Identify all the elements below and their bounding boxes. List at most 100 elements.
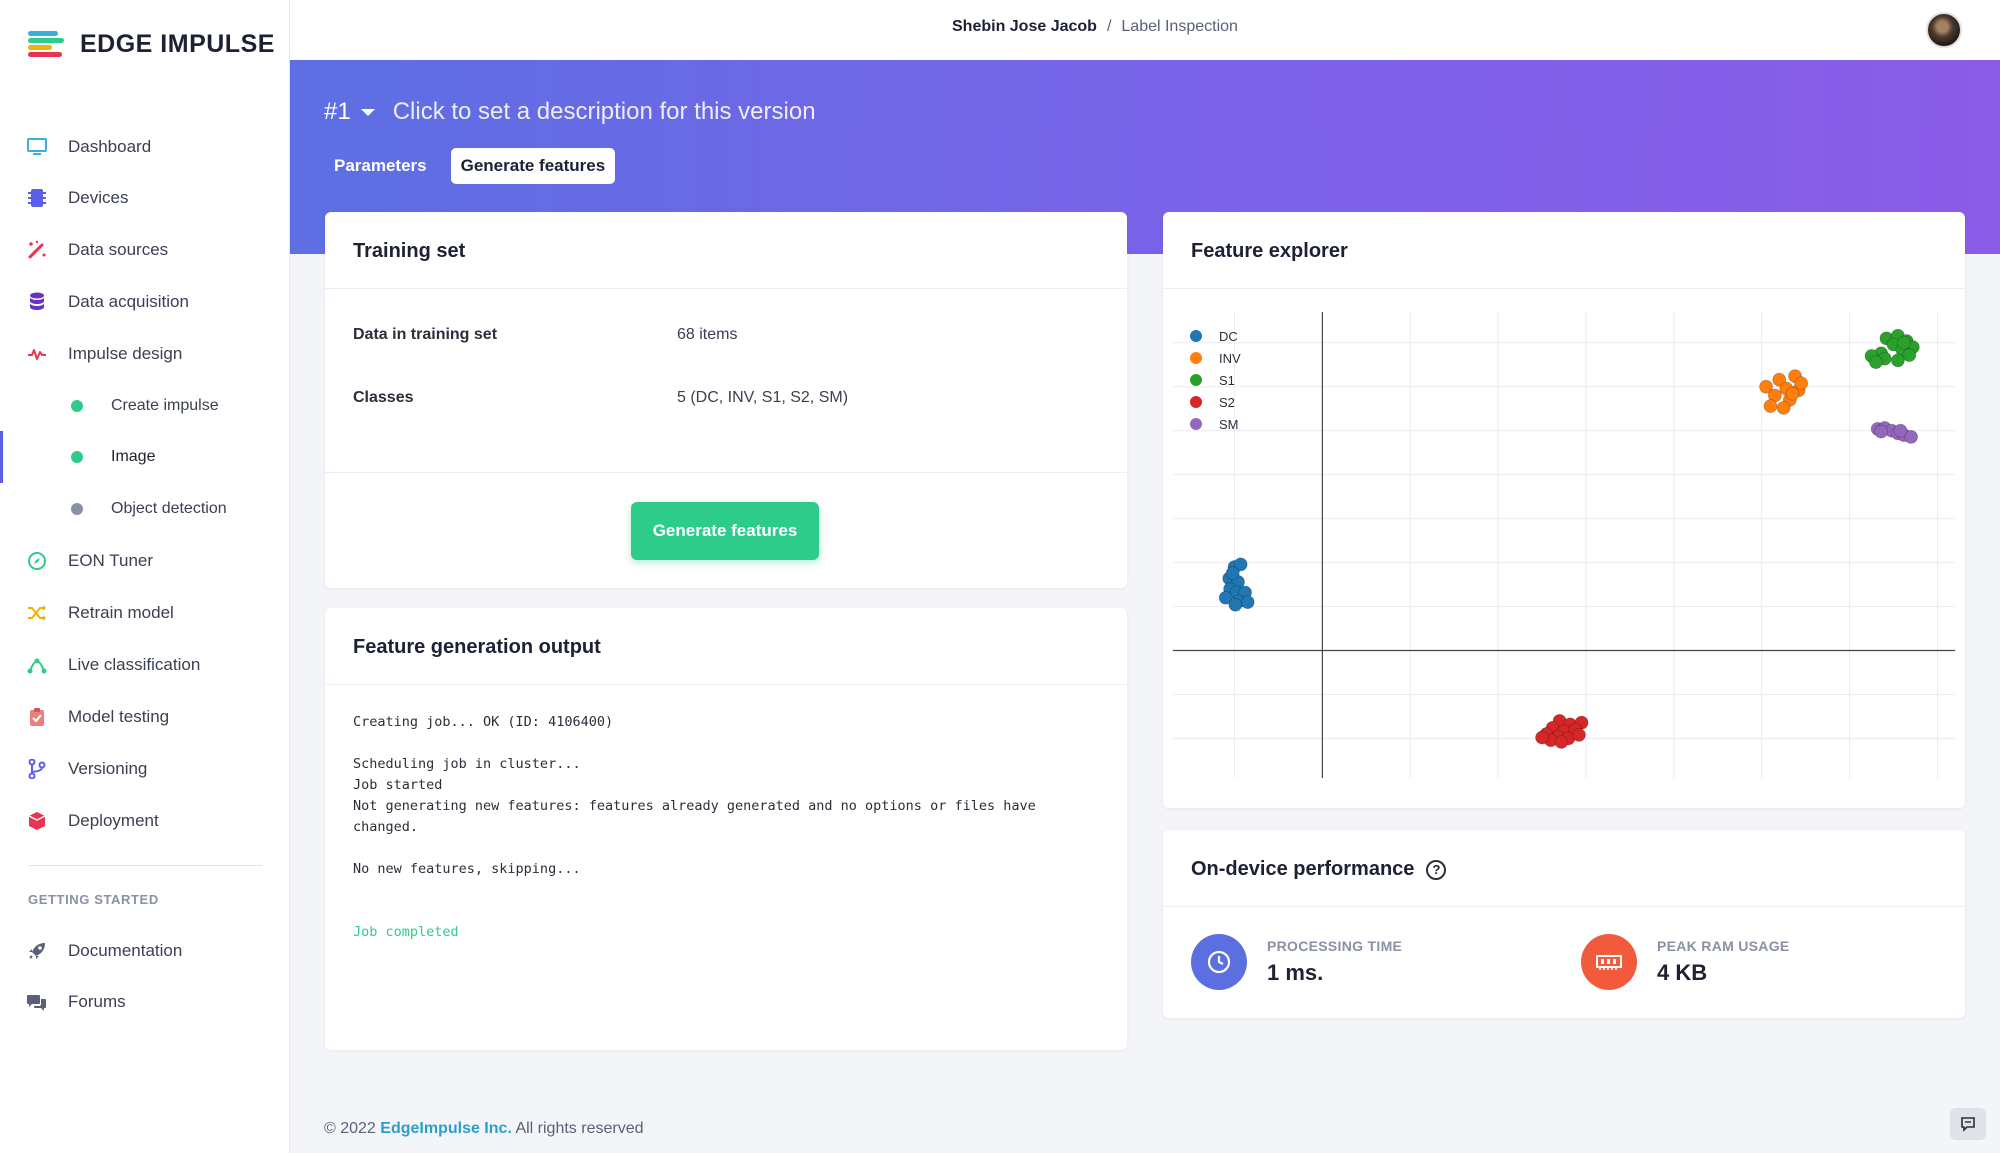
legend-label: INV [1219, 351, 1241, 366]
data-point-s1[interactable] [1902, 348, 1917, 362]
feature-scatter-plot[interactable]: DC INV S1 S2 SM [1163, 302, 1965, 802]
card-title: Feature generation output [353, 636, 601, 658]
breadcrumb-user[interactable]: Shebin Jose Jacob [952, 18, 1097, 35]
data-point-dc[interactable] [1225, 566, 1240, 581]
database-icon [26, 291, 48, 313]
data-point-s1[interactable] [1869, 355, 1883, 370]
legend-label: SM [1219, 417, 1239, 432]
data-point-dc[interactable] [1228, 597, 1243, 612]
rocket-icon [26, 940, 48, 962]
log-line: changed. [353, 819, 419, 835]
feedback-button[interactable] [1950, 1108, 1986, 1140]
sidebar-item-eon-tuner[interactable]: EON Tuner [0, 535, 290, 587]
data-point-s1[interactable] [1890, 353, 1905, 368]
pulse-icon [26, 343, 48, 365]
version-selector: #1 Click to set a description for this v… [324, 98, 816, 126]
data-point-sm[interactable] [1904, 429, 1918, 444]
classes-value: 5 (DC, INV, S1, S2, SM) [677, 389, 849, 406]
data-point-dc[interactable] [1240, 595, 1255, 610]
log-line: Job started [353, 777, 443, 793]
data-point-inv[interactable] [1794, 376, 1809, 391]
sidebar-item-dashboard[interactable]: Dashboard [0, 121, 290, 173]
footer-copyright: © 2022 [324, 1120, 376, 1137]
sidebar-item-versioning[interactable]: Versioning [0, 743, 290, 795]
help-icon[interactable]: ? [1426, 859, 1447, 880]
sidebar-item-live-classification[interactable]: Live classification [0, 639, 290, 691]
data-point-dc[interactable] [1233, 557, 1248, 572]
data-point-dc[interactable] [1218, 590, 1233, 605]
sidebar-item-label: Model testing [68, 707, 170, 726]
log-line [353, 733, 1113, 754]
legend-marker [1190, 374, 1202, 386]
sidebar-item-deployment[interactable]: Deployment [0, 795, 290, 847]
nodes-icon [26, 654, 48, 676]
legend-marker [1190, 396, 1202, 408]
data-point-sm[interactable] [1893, 423, 1908, 438]
card-title: On-device performance ? [1191, 858, 1447, 881]
sidebar-divider [28, 865, 262, 866]
clipboard-icon [26, 706, 48, 728]
sidebar-item-label: Data acquisition [68, 292, 189, 311]
metric-value: 4 KB [1657, 960, 1708, 985]
version-dropdown[interactable]: #1 [324, 98, 375, 126]
monitor-icon [26, 136, 48, 158]
metric-value: 1 ms. [1267, 960, 1324, 985]
branch-icon [26, 758, 48, 780]
sidebar-item-object-detection[interactable]: Object detection [0, 483, 290, 535]
shuffle-icon [26, 602, 48, 624]
sidebar-item-label: Versioning [68, 759, 148, 778]
version-description[interactable]: Click to set a description for this vers… [392, 98, 816, 125]
data-point-sm[interactable] [1874, 424, 1889, 439]
data-point-s2[interactable] [1572, 728, 1586, 742]
data-point-inv[interactable] [1776, 400, 1791, 415]
legend-marker [1190, 418, 1202, 430]
breadcrumb: Shebin Jose Jacob / Label Inspection [952, 18, 1238, 36]
log-line: Scheduling job in cluster... [353, 756, 581, 772]
tab-parameters[interactable]: Parameters [334, 156, 427, 175]
sidebar-item-label: Dashboard [68, 137, 152, 156]
tab-generate-features[interactable]: Generate features [450, 148, 616, 184]
cube-icon [26, 810, 48, 832]
sidebar-item-label: Live classification [68, 655, 201, 674]
data-point-s2[interactable] [1535, 730, 1549, 745]
generate-features-button[interactable]: Generate features [631, 502, 819, 560]
avatar[interactable] [1926, 12, 1962, 48]
feedback-icon [1961, 1117, 1975, 1132]
sidebar-item-devices[interactable]: Devices [0, 172, 290, 224]
data-point-s1[interactable] [1897, 335, 1911, 350]
sidebar-item-data-acquisition[interactable]: Data acquisition [0, 276, 290, 328]
sidebar-item-documentation[interactable]: Documentation [0, 925, 290, 977]
metric-label: PROCESSING TIME [1267, 938, 1403, 954]
data-point-inv[interactable] [1785, 386, 1800, 401]
data-point-inv[interactable] [1759, 379, 1773, 394]
sidebar-item-label: Deployment [68, 811, 159, 830]
data-point-inv[interactable] [1763, 399, 1778, 413]
data-point-s2[interactable] [1554, 735, 1569, 749]
log-line: Not generating new features: features al… [353, 798, 1036, 814]
sidebar-item-image[interactable]: Image [0, 431, 290, 483]
breadcrumb-project[interactable]: Label Inspection [1121, 18, 1238, 35]
processing-time-metric: PROCESSING TIME 1 ms. [1191, 934, 1402, 990]
sidebar-item-retrain-model[interactable]: Retrain model [0, 587, 290, 639]
data-point-inv[interactable] [1772, 372, 1787, 387]
peak-ram-metric: PEAK RAM USAGE 4 KB [1581, 934, 1790, 990]
brand-logo[interactable]: EDGE IMPULSE [28, 30, 275, 59]
sidebar-item-label: EON Tuner [68, 551, 154, 570]
legend-label: DC [1219, 329, 1238, 344]
sidebar-item-label: Object detection [111, 500, 227, 517]
log-line-completed: Job completed [353, 924, 459, 940]
sidebar-item-label: Documentation [68, 941, 183, 960]
log-line [353, 901, 1113, 922]
sidebar-item-model-testing[interactable]: Model testing [0, 691, 290, 743]
sidebar-item-data-sources[interactable]: Data sources [0, 224, 290, 276]
sidebar-item-create-impulse[interactable]: Create impulse [0, 380, 290, 432]
footer-company-link[interactable]: EdgeImpulse Inc. [380, 1120, 512, 1137]
sidebar-item-impulse-design[interactable]: Impulse design [0, 328, 290, 380]
tab-bar: Parameters Generate features [324, 148, 616, 184]
version-number: #1 [324, 98, 351, 125]
training-data-label: Data in training set [353, 326, 498, 343]
legend-label: S2 [1219, 395, 1235, 410]
divider [1163, 906, 1965, 907]
sidebar-item-forums[interactable]: Forums [0, 976, 290, 1028]
footer-rights: All rights reserved [515, 1120, 644, 1137]
